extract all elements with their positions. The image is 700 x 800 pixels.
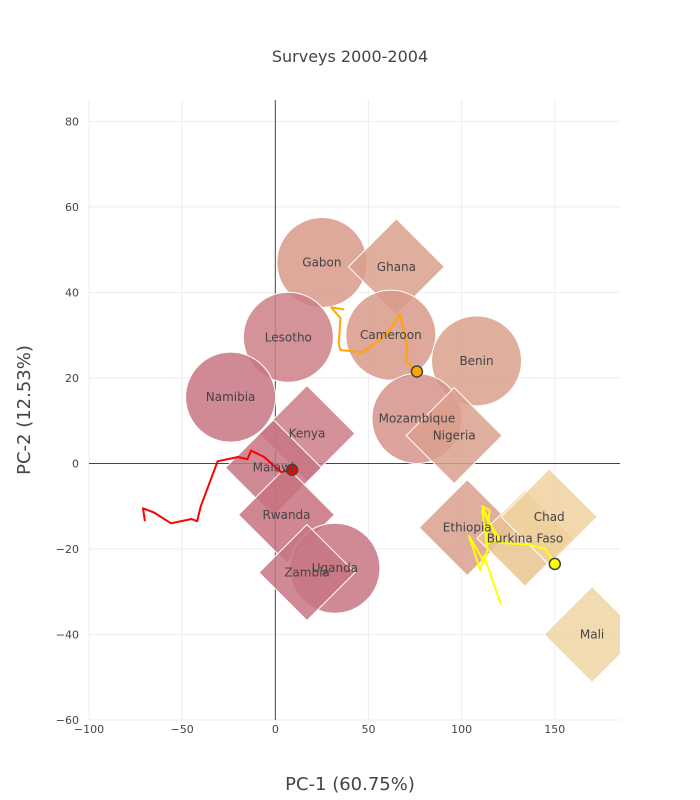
trail-end-marker	[548, 557, 562, 571]
trail-line	[330, 306, 418, 373]
marker-lesotho	[242, 291, 334, 383]
y-axis-title: PC-2 (12.53%)	[14, 345, 35, 475]
trails	[142, 306, 562, 605]
label-cameroon: Cameroon	[360, 328, 422, 342]
label-burkina-faso: Burkina Faso	[487, 531, 564, 545]
label-namibia: Namibia	[206, 390, 256, 404]
x-tick-label: 100	[451, 723, 472, 736]
grid	[88, 100, 620, 721]
chart-title: Surveys 2000-2004	[272, 47, 428, 66]
label-benin: Benin	[459, 354, 493, 368]
label-malawi: Malawi	[253, 461, 295, 475]
trail-end-marker	[285, 463, 299, 477]
label-gabon: Gabon	[302, 255, 341, 269]
axis-ticks: −100 −50 0 50 100 150 −60 −40 −20 0 20 40 60 80	[56, 115, 566, 736]
marker-namibia	[185, 351, 277, 443]
x-tick-label: −50	[171, 723, 194, 736]
x-tick-label: 50	[361, 723, 375, 736]
trail-line	[142, 449, 293, 525]
markers	[185, 216, 620, 684]
label-zambia: Zambia	[284, 565, 330, 579]
x-tick-label: 150	[544, 723, 565, 736]
label-lesotho: Lesotho	[265, 330, 312, 344]
marker-nigeria	[405, 386, 503, 485]
y-tick-label: 20	[65, 372, 79, 385]
trail-end-marker	[410, 365, 424, 378]
label-mali: Mali	[580, 627, 604, 641]
y-tick-label: −60	[56, 714, 79, 727]
marker-benin	[431, 315, 523, 407]
y-tick-label: 60	[65, 201, 79, 214]
label-ghana: Ghana	[377, 260, 416, 274]
label-mozambique: Mozambique	[379, 412, 456, 426]
marker-cameroon	[345, 289, 437, 381]
trail-line	[468, 505, 556, 605]
y-tick-label: 0	[72, 457, 79, 470]
x-tick-label: 0	[272, 723, 279, 736]
y-tick-label: 40	[65, 286, 79, 299]
y-tick-label: 80	[65, 115, 79, 128]
y-tick-label: −20	[56, 543, 79, 556]
marker-zambia	[258, 523, 356, 622]
marker-mali	[543, 585, 620, 684]
label-nigeria: Nigeria	[433, 429, 476, 443]
y-tick-label: −40	[56, 628, 79, 641]
label-chad: Chad	[534, 510, 565, 524]
x-tick-label: −100	[74, 723, 104, 736]
label-uganda: Uganda	[312, 561, 358, 575]
label-rwanda: Rwanda	[262, 508, 310, 522]
label-ethiopia: Ethiopia	[443, 521, 492, 535]
marker-ethiopia	[418, 478, 516, 577]
x-axis-title: PC-1 (60.75%)	[285, 774, 415, 795]
point-labels: Gabon Ghana Lesotho Cameroon Benin Namibia Moz…	[206, 255, 604, 641]
label-kenya: Kenya	[289, 427, 326, 441]
